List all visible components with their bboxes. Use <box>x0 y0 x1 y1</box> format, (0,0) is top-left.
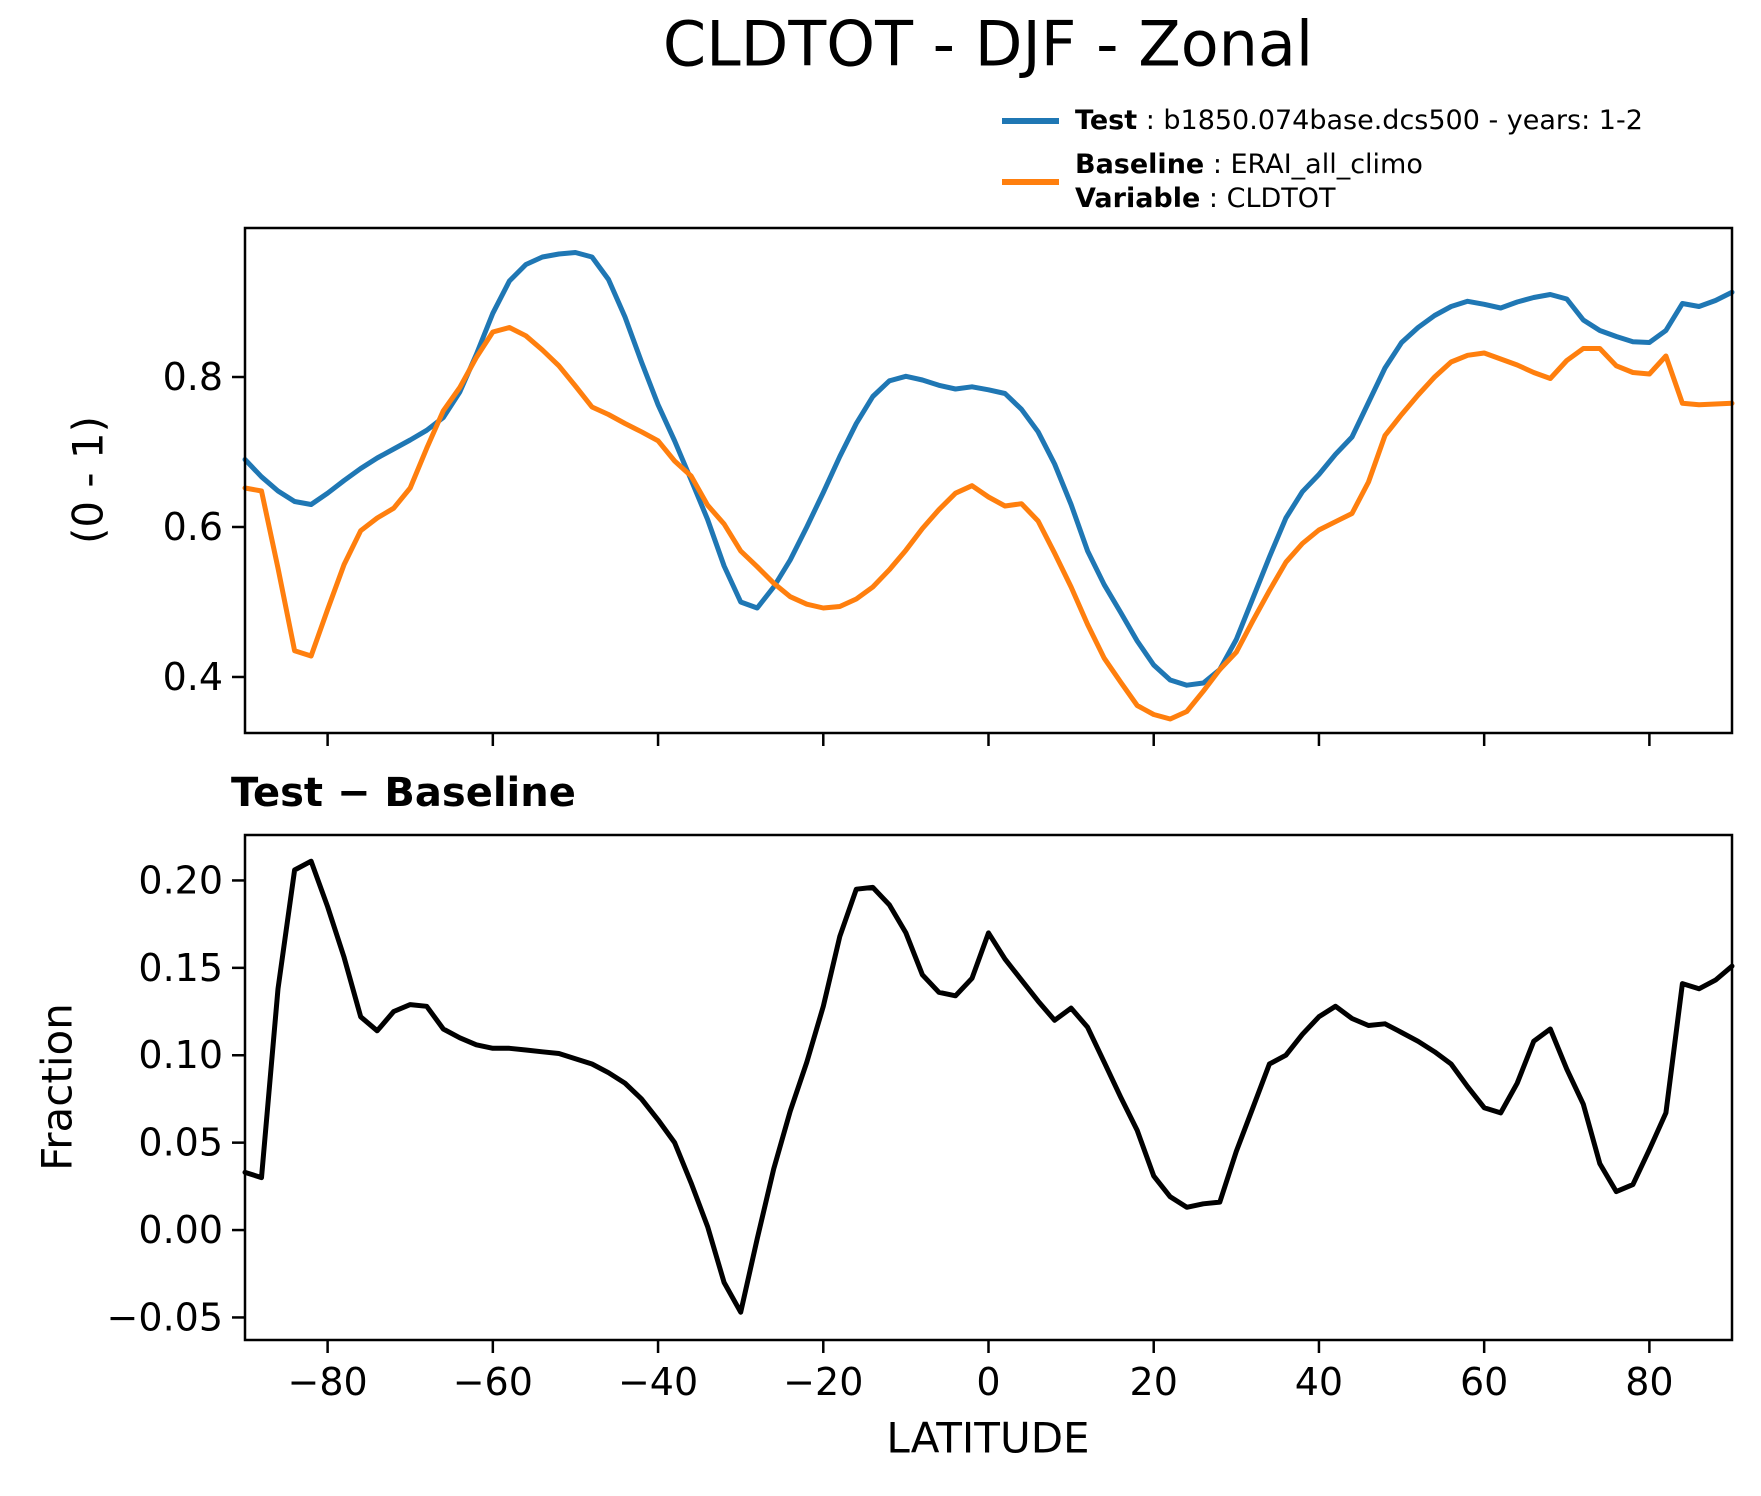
chart-title: CLDTOT - DJF - Zonal <box>662 7 1314 81</box>
y-tick-label: 0.05 <box>138 1121 223 1165</box>
test-line-swatch <box>1002 117 1059 124</box>
legend-baseline-row: Baseline : ERAI_all_climo <box>1075 148 1423 182</box>
x-tick-label: 0 <box>976 1360 1000 1404</box>
x-tick-label: 20 <box>1130 1360 1178 1404</box>
legend-entry-test: Test : b1850.074base.dcs500 - years: 1-2 <box>1002 104 1643 138</box>
x-tick-label: −20 <box>783 1360 863 1404</box>
legend-test-value: : b1850.074base.dcs500 - years: 1-2 <box>1137 105 1643 136</box>
y-tick-label: 0.20 <box>138 858 223 902</box>
legend-baseline-key: Baseline <box>1075 148 1205 180</box>
x-tick-label: 80 <box>1625 1360 1673 1404</box>
x-tick-label: −80 <box>288 1360 368 1404</box>
x-tick-label: −60 <box>453 1360 533 1404</box>
legend-variable-value: : CLDTOT <box>1200 182 1336 214</box>
legend-baseline-label: Baseline : ERAI_all_climo Variable : CLD… <box>1075 148 1423 216</box>
diff-line <box>242 858 1735 1315</box>
legend-test-key: Test <box>1075 105 1138 136</box>
x-tick-label: 40 <box>1295 1360 1343 1404</box>
legend-variable-key: Variable <box>1075 182 1201 214</box>
y-tick-label: 0.8 <box>163 355 223 399</box>
y-tick-label: 0.15 <box>138 946 223 990</box>
y-tick-label: 0.00 <box>138 1208 223 1252</box>
top-axes-frame <box>243 226 1734 735</box>
x-tick-label: 60 <box>1460 1360 1508 1404</box>
y-tick-label: 0.6 <box>163 505 223 549</box>
legend-test-label: Test : b1850.074base.dcs500 - years: 1-2 <box>1075 104 1643 138</box>
x-tick-label: −40 <box>618 1360 698 1404</box>
bottom-axes-frame <box>243 833 1734 1342</box>
diff-panel-title: Test − Baseline <box>231 770 576 816</box>
legend: Test : b1850.074base.dcs500 - years: 1-2… <box>1002 104 1643 215</box>
legend-baseline-value: : ERAI_all_climo <box>1204 148 1423 180</box>
x-axis-label: LATITUDE <box>886 1413 1090 1463</box>
test-line <box>242 250 1735 688</box>
y-tick-label: 0.10 <box>138 1033 223 1077</box>
y-tick-label: 0.4 <box>163 655 223 699</box>
legend-variable-row: Variable : CLDTOT <box>1075 182 1423 216</box>
baseline-line-swatch <box>1002 178 1059 185</box>
legend-entry-baseline: Baseline : ERAI_all_climo Variable : CLD… <box>1002 148 1643 216</box>
y-tick-label: −0.05 <box>107 1295 223 1339</box>
baseline-line <box>242 325 1735 722</box>
